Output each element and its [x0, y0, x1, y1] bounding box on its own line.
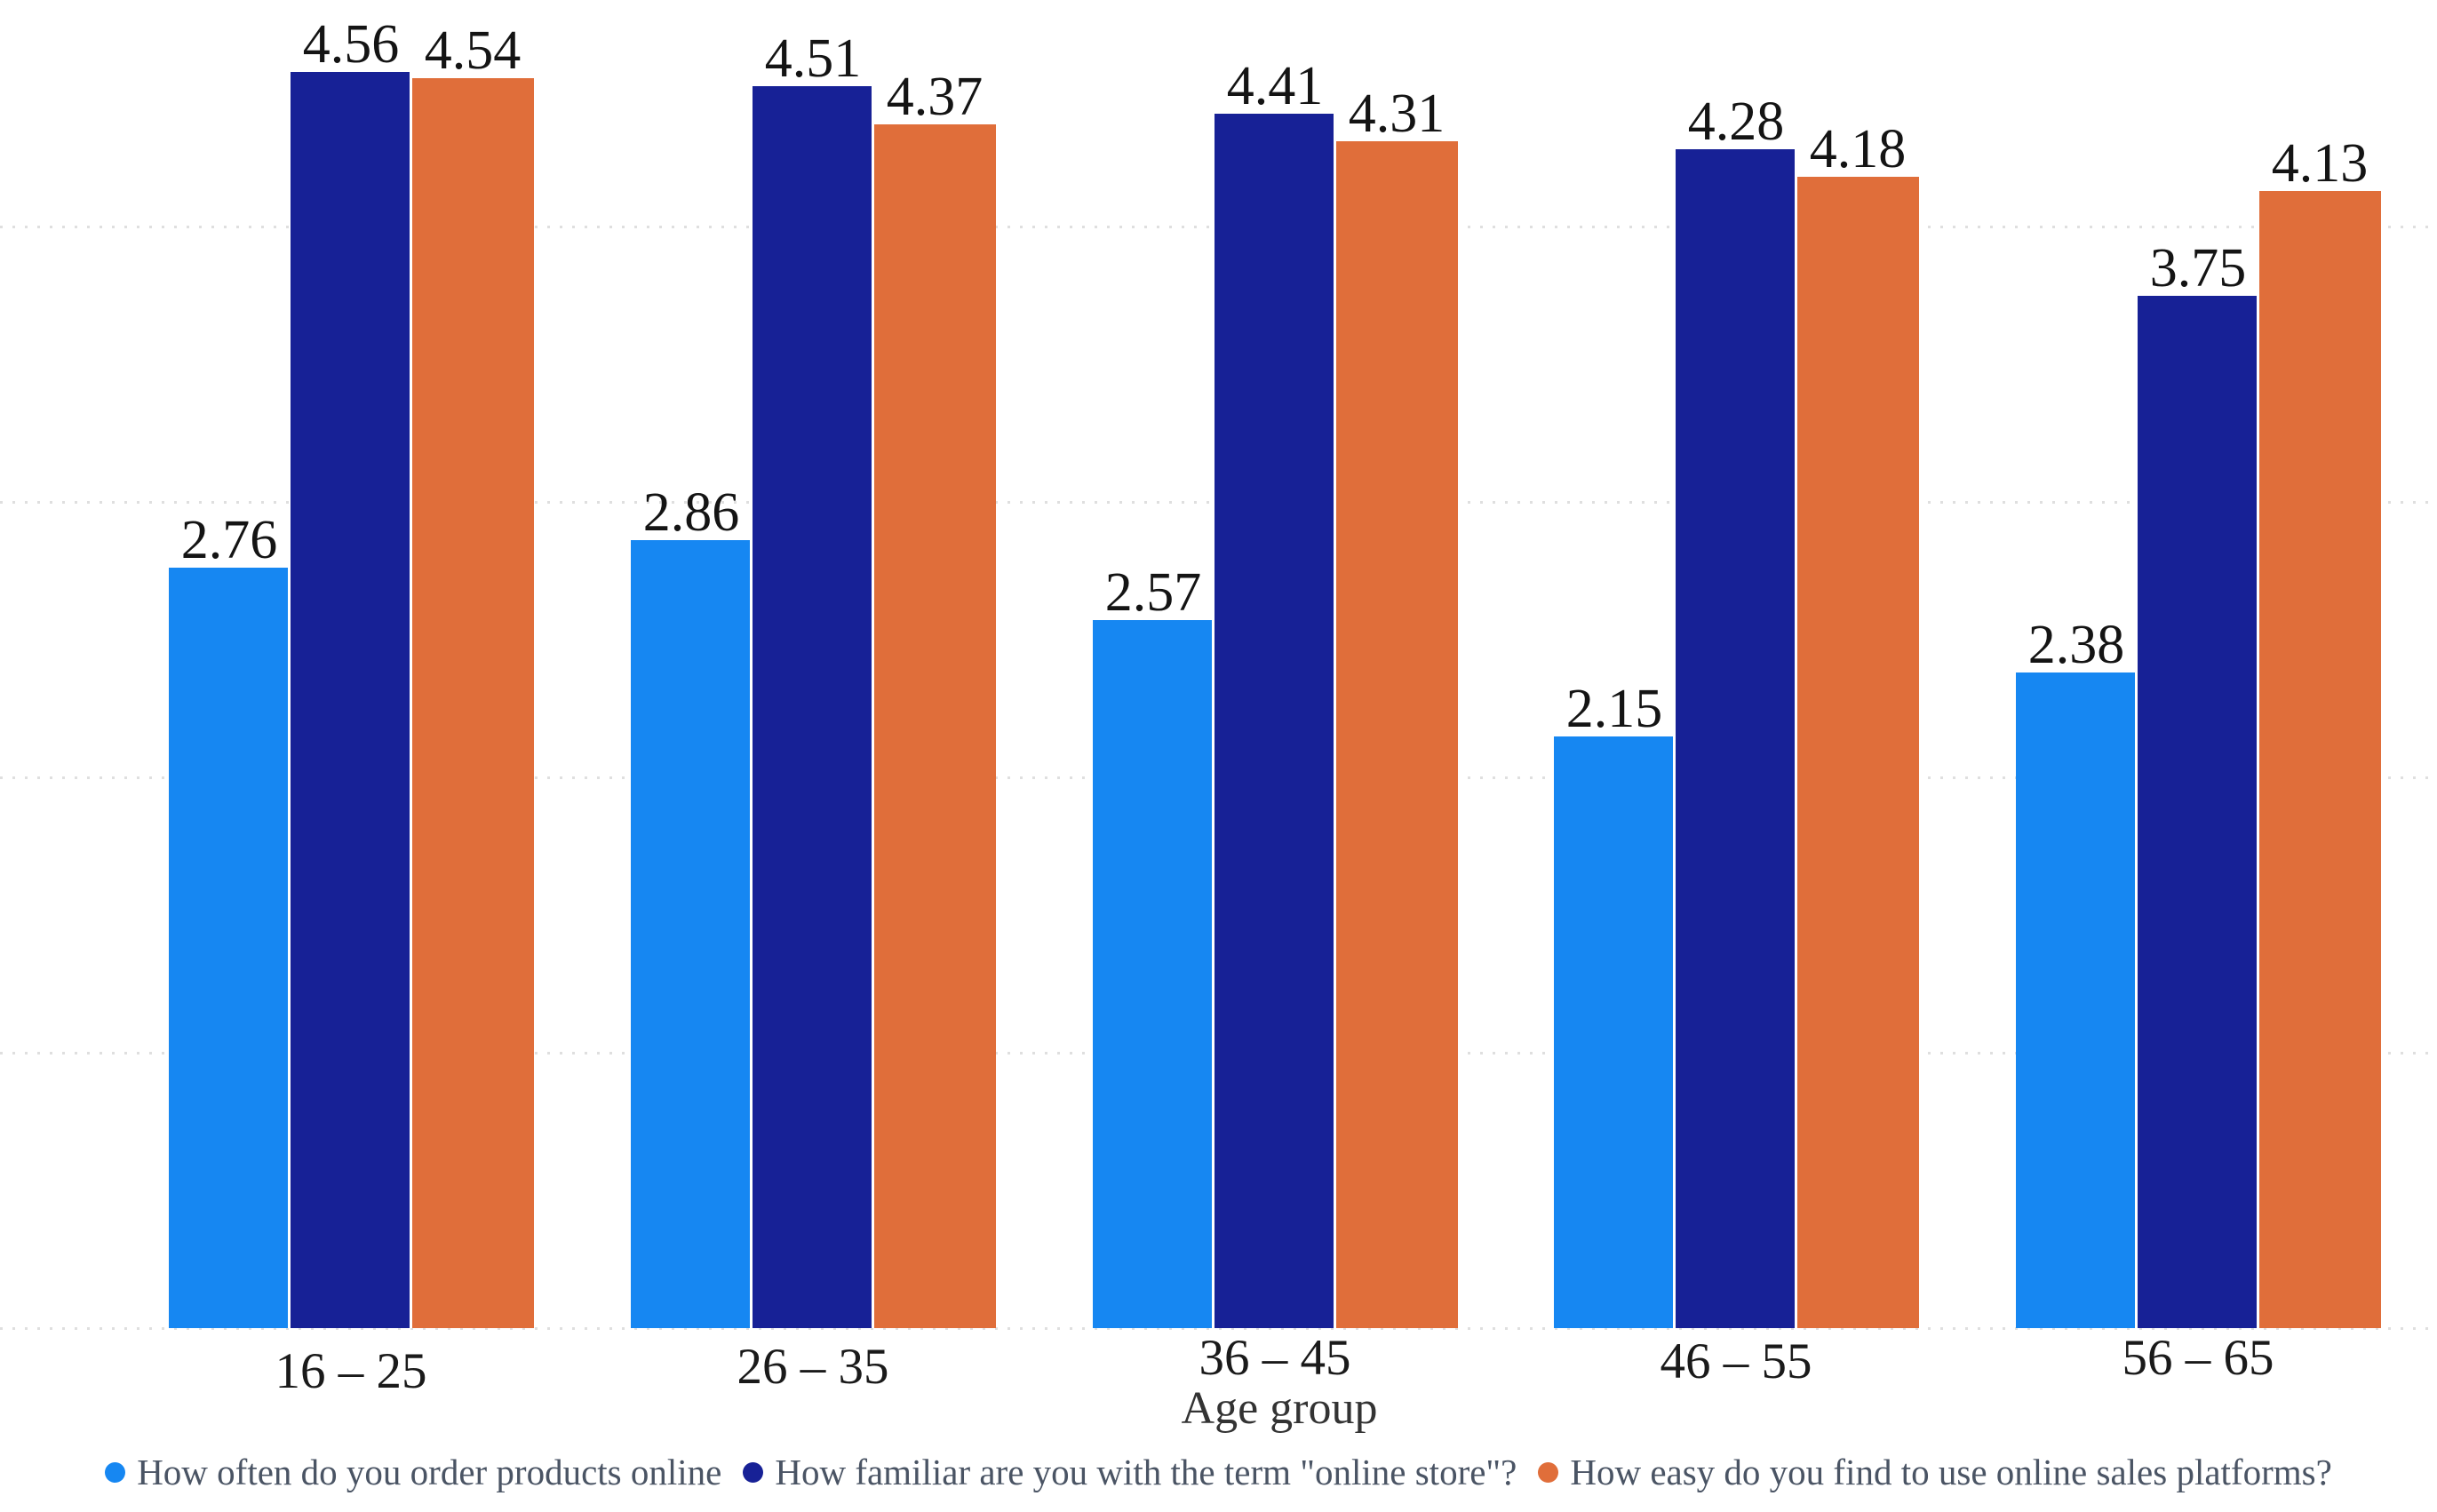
gridline [0, 1327, 2437, 1330]
legend-item-label: How easy do you find to use online sales… [1570, 1451, 2332, 1492]
legend-item-label: How familiar are you with the term "onli… [775, 1451, 1517, 1492]
bar [1214, 113, 1336, 1328]
x-tick-label: 16 – 25 [275, 1343, 427, 1399]
bar [2137, 295, 2259, 1328]
x-tick-label: 26 – 35 [737, 1339, 889, 1395]
legend-item: How easy do you find to use online sales… [1538, 1451, 2332, 1492]
legend-item: How often do you order products online [105, 1451, 722, 1492]
legend-marker-dot [743, 1461, 764, 1483]
bar-value-label: 2.38 [2027, 615, 2125, 676]
x-tick-label: 56 – 65 [2122, 1330, 2274, 1386]
bar [2258, 190, 2381, 1328]
bar [752, 85, 874, 1328]
bar-value-label: 2.57 [1104, 562, 1202, 624]
bar [1335, 140, 1458, 1328]
bar-value-label: 2.86 [642, 482, 740, 544]
bar-value-label: 4.28 [1687, 92, 1785, 153]
bar-value-label: 2.76 [180, 510, 278, 571]
bar-value-label: 4.37 [886, 67, 984, 128]
bar [411, 77, 534, 1328]
bar-value-label: 4.18 [1809, 119, 1907, 180]
bar [1675, 149, 1797, 1328]
bar-value-label: 4.31 [1348, 83, 1445, 144]
bar [1553, 736, 1676, 1328]
legend-marker-dot [105, 1461, 126, 1483]
bar [2015, 672, 2138, 1328]
x-axis-title: Age group [1181, 1383, 1378, 1434]
bar-value-label: 2.15 [1565, 678, 1663, 739]
bar [873, 124, 996, 1328]
bar [290, 72, 412, 1328]
bar [630, 540, 753, 1328]
bar-value-label: 4.41 [1226, 55, 1324, 116]
bar-value-label: 4.56 [302, 14, 400, 76]
bar-value-label: 4.13 [2271, 132, 2369, 194]
legend: How often do you order products online Ho… [0, 1450, 2437, 1494]
legend-marker-dot [1538, 1461, 1559, 1483]
bar [1092, 620, 1215, 1328]
bar [1796, 177, 1919, 1328]
bar-value-label: 4.54 [424, 20, 522, 81]
x-tick-label: 46 – 55 [1660, 1333, 1812, 1389]
bar-value-label: 3.75 [2149, 237, 2247, 298]
legend-item-label: How often do you order products online [137, 1451, 722, 1492]
legend-item: How familiar are you with the term "onli… [743, 1451, 1517, 1492]
x-tick-label: 36 – 45 [1199, 1330, 1351, 1386]
bar [168, 568, 291, 1328]
bar-value-label: 4.51 [764, 28, 862, 89]
